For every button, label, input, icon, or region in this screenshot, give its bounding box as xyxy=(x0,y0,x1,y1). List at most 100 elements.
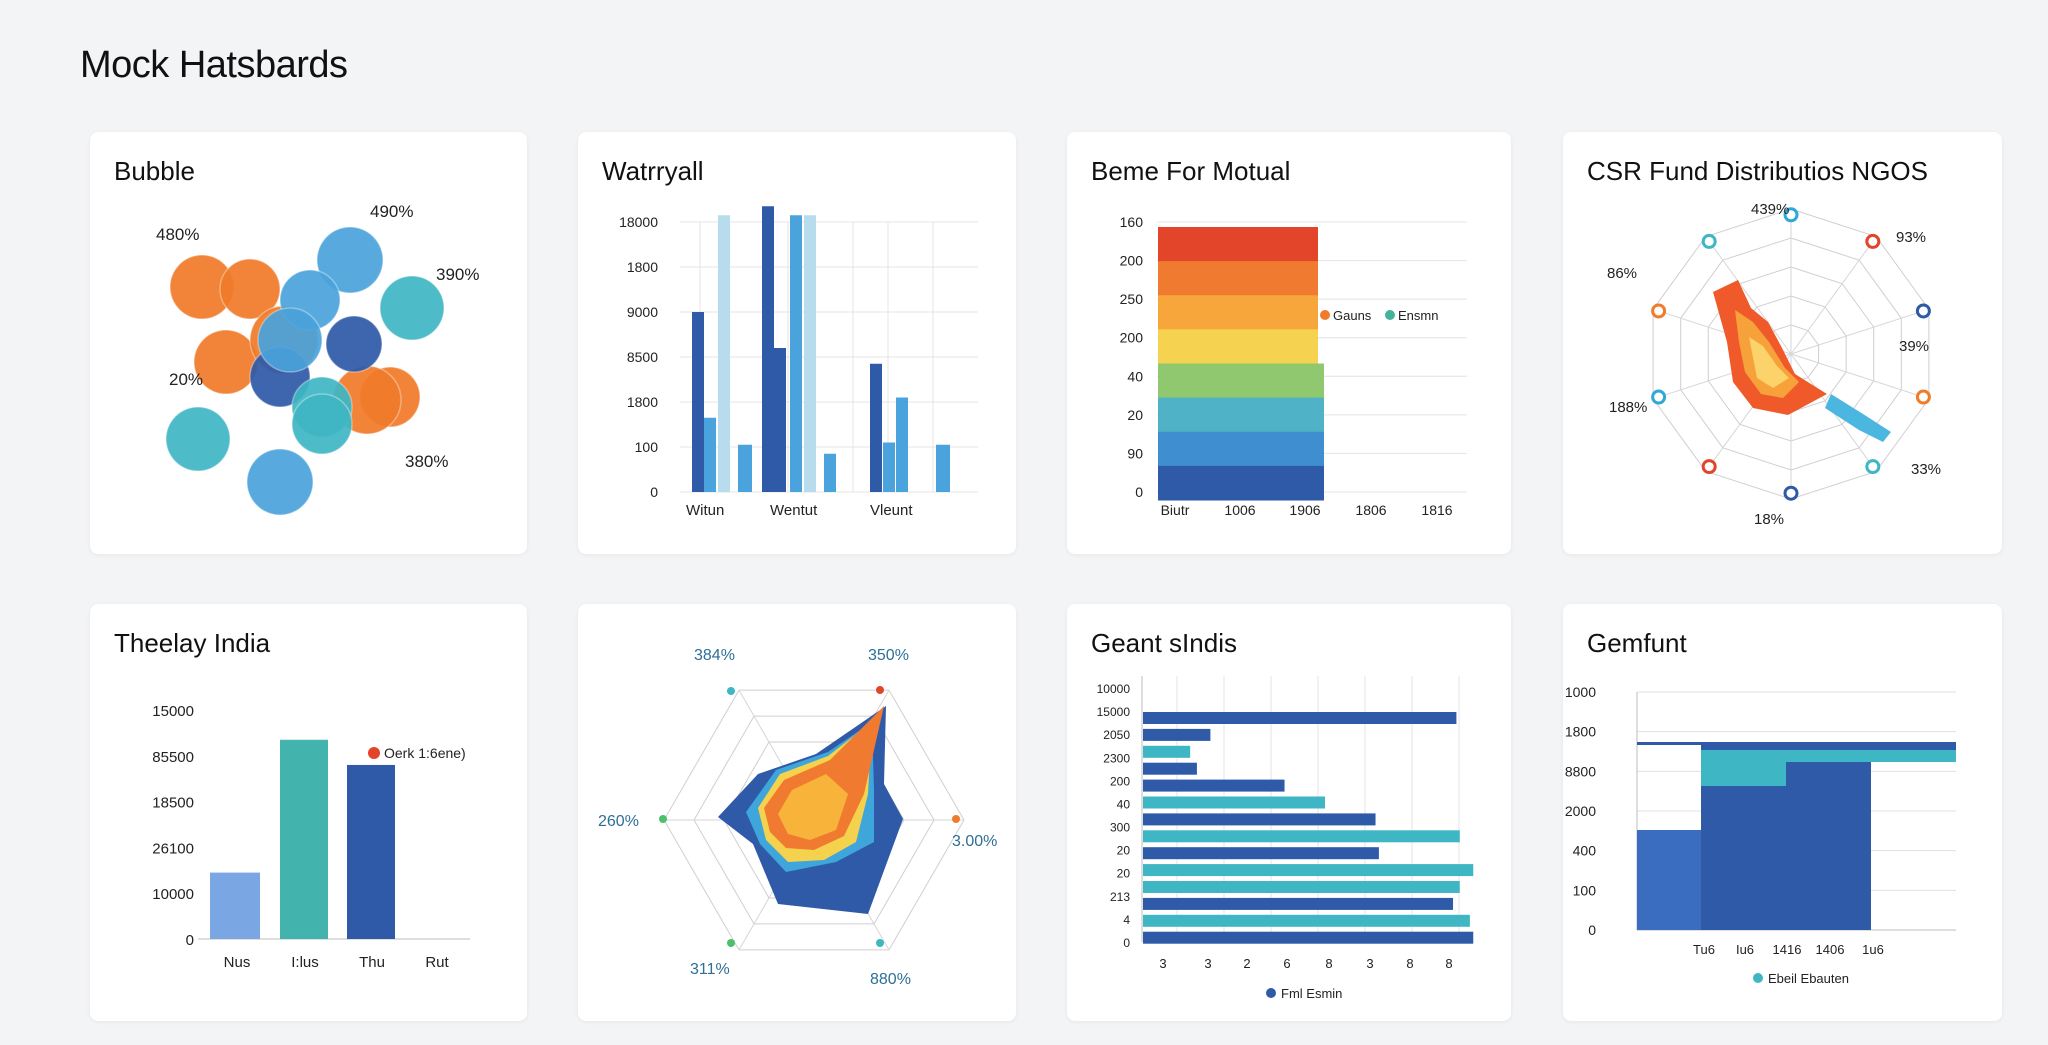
band xyxy=(1158,397,1324,433)
india-bar-card: Theelay India 15000 85500 18500 26100 10000 0… xyxy=(90,604,527,1021)
radar-label: 260% xyxy=(598,813,639,830)
y-tick: 213 xyxy=(1110,890,1130,904)
legend-marker xyxy=(1320,310,1330,320)
bar xyxy=(718,215,730,492)
bubble-label: 20% xyxy=(169,370,203,389)
bubble-chart: 480% 490% 390% 20% 380% xyxy=(156,202,479,516)
radar-label: 33% xyxy=(1911,461,1941,478)
bar xyxy=(704,417,716,492)
y-tick: 9000 xyxy=(627,304,658,320)
y-tick: 15000 xyxy=(152,703,194,720)
bubble xyxy=(325,315,383,373)
radar-label: 86% xyxy=(1607,265,1637,282)
x-tick: I:lus xyxy=(291,954,319,971)
legend-marker xyxy=(1266,988,1276,998)
radar-marker xyxy=(1865,459,1881,475)
legend-label: Gauns xyxy=(1333,308,1372,323)
radar-label: 311% xyxy=(690,961,730,978)
y-tick: 40 xyxy=(1117,797,1131,811)
radar-marker xyxy=(727,687,735,695)
y-tick: 250 xyxy=(1120,291,1144,307)
x-tick: 1906 xyxy=(1289,502,1320,518)
csr-radar-card: CSR Fund Distributios NGOS 439% 93% 86% 39%… xyxy=(1563,132,2002,554)
radar-marker xyxy=(952,815,960,823)
x-tick: Iu6 xyxy=(1736,942,1754,957)
card-title: Watrryall xyxy=(602,156,704,186)
x-tick: Biutr xyxy=(1161,502,1190,518)
y-tick: 20 xyxy=(1117,844,1131,858)
radar-marker xyxy=(1915,303,1931,319)
bar xyxy=(1143,881,1460,893)
bubble-label: 390% xyxy=(436,265,479,284)
radar-label: 439% xyxy=(1751,201,1789,218)
band xyxy=(1158,431,1324,467)
radar-spoke xyxy=(1790,353,1930,400)
bar xyxy=(870,363,882,492)
y-tick: 100 xyxy=(635,439,659,455)
radar-marker xyxy=(876,939,884,947)
bar xyxy=(347,764,395,939)
area-step xyxy=(1701,762,1786,786)
bar xyxy=(936,444,950,492)
x-tick: 1806 xyxy=(1355,502,1386,518)
x-tick: 1416 xyxy=(1773,942,1802,957)
x-tick: Tu6 xyxy=(1693,942,1715,957)
legend-marker xyxy=(1385,310,1395,320)
bar xyxy=(824,453,836,492)
bubble xyxy=(257,307,323,373)
legend-label: Fml Esmin xyxy=(1281,986,1342,1001)
bar xyxy=(1143,914,1470,927)
y-tick: 200 xyxy=(1110,774,1130,788)
band xyxy=(1158,363,1324,399)
bar xyxy=(1143,712,1457,724)
stacked-band-card: Beme For Motual 160 200 250 200 40 20 90 0 Gauns… xyxy=(1067,132,1511,554)
y-tick: 4 xyxy=(1123,913,1130,927)
x-tick: 3 xyxy=(1159,956,1166,971)
y-tick: 15000 xyxy=(1097,705,1131,719)
band xyxy=(1158,465,1324,501)
y-tick: 0 xyxy=(1123,936,1130,950)
y-tick: 0 xyxy=(1588,922,1596,938)
area-step xyxy=(1637,742,1701,745)
bubble xyxy=(193,329,259,395)
area-step xyxy=(1701,742,1956,750)
x-tick: 1006 xyxy=(1224,502,1255,518)
radar-label: 188% xyxy=(1609,399,1647,416)
card-title: Theelay India xyxy=(114,628,271,658)
radar-marker xyxy=(1865,233,1881,249)
bar xyxy=(896,397,908,492)
bar xyxy=(1143,796,1325,809)
radar-marker xyxy=(1701,459,1717,475)
bar xyxy=(762,206,774,492)
card-title: Beme For Motual xyxy=(1091,156,1291,186)
radar-label: 350% xyxy=(868,647,909,664)
radar-chart: 384% 350% 260% 3.00% 311% 880% xyxy=(598,647,997,988)
bar xyxy=(1143,897,1454,910)
bar xyxy=(1143,779,1285,792)
y-tick: 20 xyxy=(1117,867,1131,881)
legend-marker xyxy=(1753,973,1763,983)
bar xyxy=(738,444,752,492)
bubble xyxy=(291,393,353,455)
y-tick: 1800 xyxy=(627,259,658,275)
india-bar-chart: 15000 85500 18500 26100 10000 0 Oerk 1:6ene) Nu… xyxy=(152,703,470,971)
legend-label: Oerk 1:6ene) xyxy=(384,745,466,761)
x-tick: Wentut xyxy=(770,502,818,519)
x-tick: 2 xyxy=(1243,956,1250,971)
radar-area xyxy=(1825,394,1891,442)
y-tick: 26100 xyxy=(152,840,194,857)
radar-marker xyxy=(659,815,667,823)
radar-marker xyxy=(1783,207,1799,223)
y-tick: 85500 xyxy=(152,749,194,766)
bar xyxy=(790,215,802,492)
bar xyxy=(692,312,704,492)
radar-card: 384% 350% 260% 3.00% 311% 880% xyxy=(578,604,1016,1021)
bar xyxy=(280,739,328,939)
bar xyxy=(1143,847,1379,860)
y-tick: 300 xyxy=(1110,821,1130,835)
y-tick: 2050 xyxy=(1103,728,1130,742)
radar-label: 18% xyxy=(1754,511,1784,528)
radar-marker xyxy=(1701,233,1717,249)
